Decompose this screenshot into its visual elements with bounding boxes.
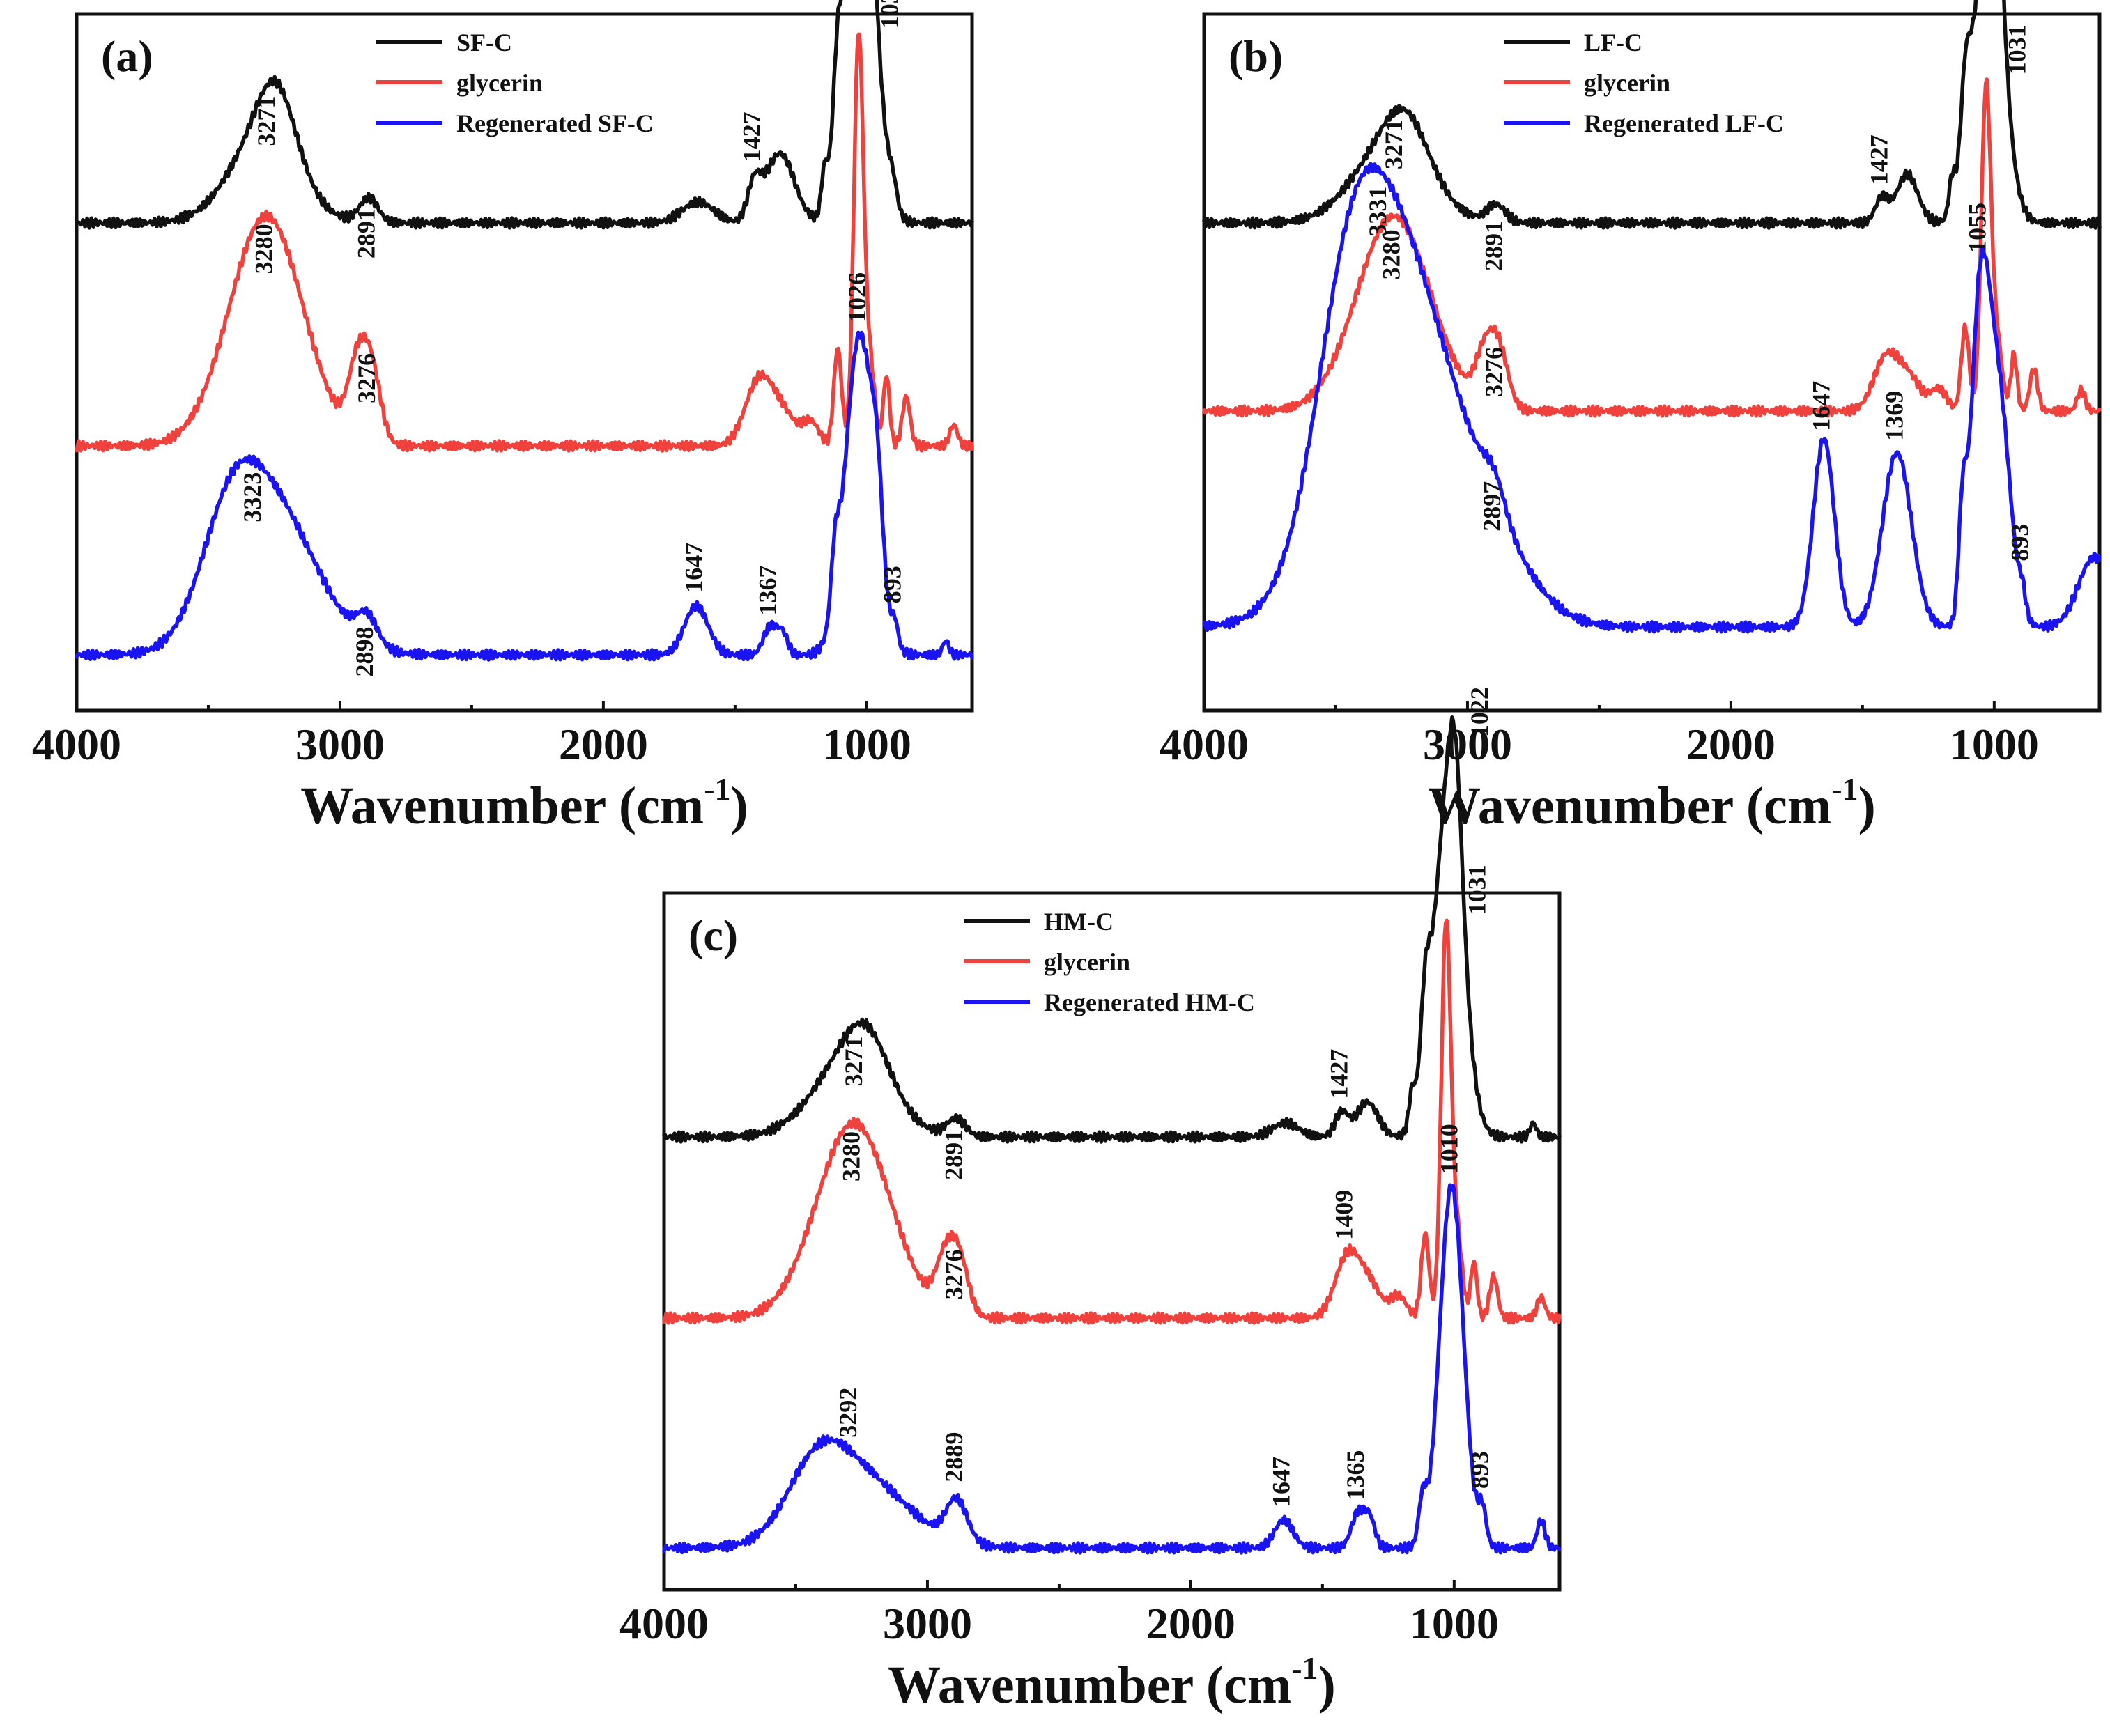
peak-label: 3271: [1380, 119, 1408, 169]
legend-label: SF-C: [456, 29, 512, 56]
x-axis-title: Wavenumber (cm-1): [1428, 771, 1876, 835]
peak-label: 1369: [1881, 391, 1909, 441]
peak-label: 3280: [249, 224, 277, 274]
peak-label: 893: [2006, 524, 2034, 561]
x-axis-title-close: ): [731, 777, 748, 835]
peak-label: 1026: [843, 272, 871, 323]
peak-label: 3271: [252, 95, 280, 146]
peak-label: 3280: [1377, 229, 1405, 279]
peak-label: 1427: [1325, 1049, 1353, 1099]
peak-label: 2891: [1479, 221, 1507, 271]
peak-label: 1409: [1330, 1190, 1358, 1240]
legend-label: Regenerated SF-C: [456, 109, 654, 137]
x-axis-title-text: Wavenumber (cm: [888, 1656, 1291, 1714]
x-tick-label: 1000: [822, 720, 911, 769]
peak-label: 3323: [238, 472, 266, 522]
x-tick-label: 2000: [1146, 1599, 1235, 1648]
plot-frame: [1202, 12, 2102, 713]
peak-label: 893: [879, 566, 907, 603]
x-tick-label: 1000: [1950, 720, 2039, 769]
peak-label: 1647: [680, 543, 708, 593]
chart-panel-a: 4000 3000 2000 1000 Wavenumber (cm-1) (a) SF-C…: [32, 0, 974, 835]
chart-panel-b: 4000 3000 2000 1000 Wavenumber (cm-1) (b) LF-C…: [1160, 0, 2102, 835]
peak-label: 3292: [834, 1388, 862, 1438]
plot-frame: [75, 12, 974, 713]
x-axis-title-close: ): [1858, 777, 1876, 835]
x-axis-title-text: Wavenumber (cm: [300, 777, 704, 835]
peak-label: 1022: [1465, 687, 1493, 737]
series-line-regenerated-sf-c: [75, 330, 974, 662]
peak-label: 3280: [837, 1131, 865, 1181]
peak-label: 3276: [1480, 347, 1508, 397]
series-line-glycerin: [1202, 77, 2102, 418]
peak-label: 3271: [840, 1036, 868, 1086]
x-tick-label: 4000: [32, 720, 121, 769]
peak-label: 1031: [2003, 24, 2031, 75]
x-tick-label: 4000: [619, 1599, 709, 1648]
peak-label: 2897: [1478, 481, 1506, 532]
series-line-regenerated-hm-c: [662, 1183, 1562, 1555]
x-tick-label: 1000: [1410, 1599, 1499, 1648]
x-axis-title-sup: -1: [1831, 771, 1858, 807]
x-axis-title-text: Wavenumber (cm: [1428, 777, 1831, 835]
legend-label: Regenerated HM-C: [1044, 989, 1255, 1016]
series-line-sf-c: [75, 0, 974, 230]
plot-frame: [662, 891, 1562, 1592]
peak-label: 1647: [1268, 1457, 1295, 1507]
peak-label: 3331: [1364, 187, 1392, 237]
series-line-glycerin: [75, 32, 974, 453]
legend-label: LF-C: [1584, 29, 1642, 56]
peak-label: 3276: [353, 353, 380, 403]
peak-label: 1031: [875, 0, 903, 29]
series-line-lf-c: [1202, 0, 2102, 230]
legend-label: glycerin: [1044, 948, 1130, 976]
panel-label: (c): [688, 910, 738, 960]
x-axis-title: Wavenumber (cm-1): [888, 1650, 1336, 1714]
legend-label: HM-C: [1044, 908, 1114, 936]
legend-label: glycerin: [456, 69, 543, 97]
x-axis-title-close: ): [1318, 1656, 1336, 1714]
peak-label: 893: [1466, 1451, 1494, 1489]
peak-label: 1367: [753, 565, 781, 615]
x-tick-label: 2000: [559, 720, 648, 769]
panel-label: (a): [101, 31, 153, 81]
peak-label: 2891: [939, 1130, 967, 1180]
legend-label: Regenerated LF-C: [1584, 109, 1784, 137]
series-line-regenerated-lf-c: [1202, 162, 2102, 634]
legend-label: glycerin: [1584, 69, 1670, 97]
peak-label: 2898: [351, 627, 378, 677]
x-axis-title-sup: -1: [1291, 1650, 1318, 1686]
peak-label: 1427: [1865, 134, 1893, 185]
x-tick-label: 3000: [295, 720, 385, 769]
series-line-hm-c: [662, 715, 1562, 1144]
peak-label: 3276: [940, 1249, 968, 1299]
peak-label: 2889: [940, 1432, 968, 1482]
peak-label: 1647: [1808, 381, 1835, 431]
x-axis-title-sup: -1: [704, 771, 730, 807]
peak-label: 1031: [1463, 865, 1491, 915]
x-tick-label: 3000: [1423, 720, 1512, 769]
peak-label: 1010: [1435, 1124, 1463, 1174]
x-tick-label: 2000: [1686, 720, 1776, 769]
x-axis-title: Wavenumber (cm-1): [300, 771, 748, 835]
peak-label: 1365: [1341, 1450, 1369, 1500]
x-tick-label: 4000: [1160, 720, 1249, 769]
peak-label: 2891: [352, 208, 380, 258]
peak-label: 1427: [738, 111, 766, 162]
x-tick-label: 3000: [883, 1599, 972, 1648]
series-line-glycerin: [662, 918, 1562, 1325]
peak-label: 1055: [1963, 203, 1991, 253]
panel-label: (b): [1229, 31, 1283, 81]
